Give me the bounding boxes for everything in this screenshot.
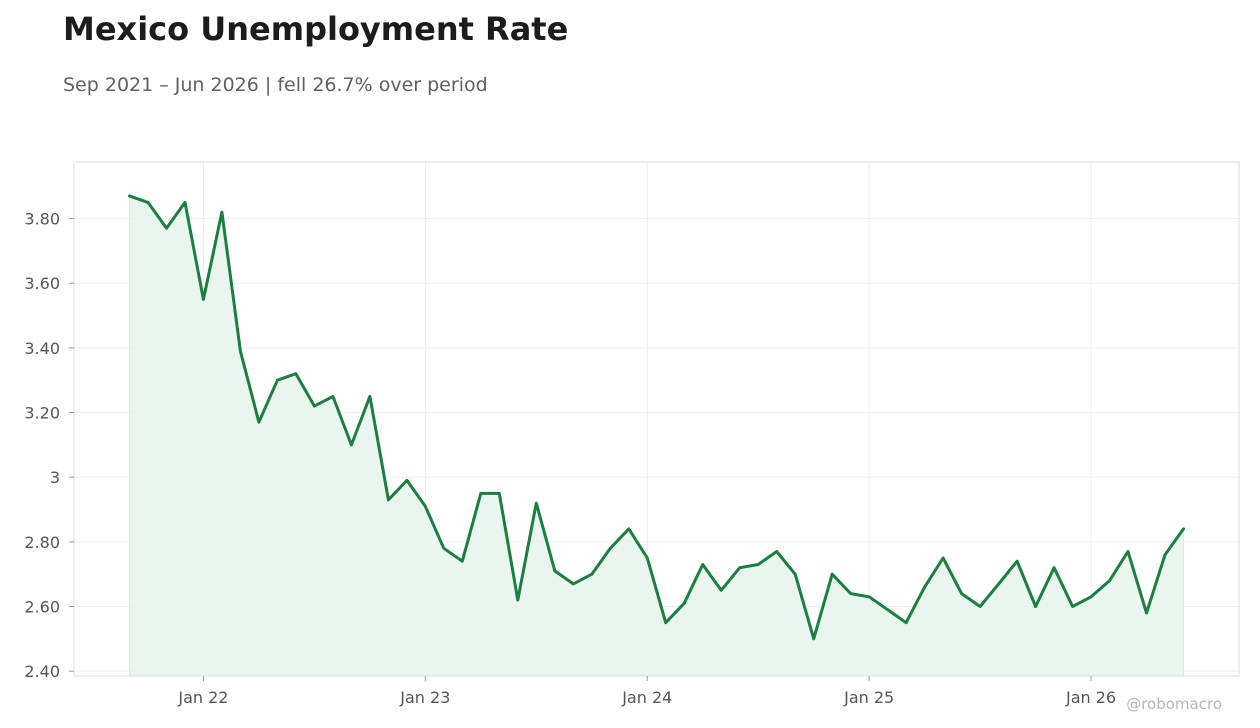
chart-subtitle: Sep 2021 – Jun 2026 | fell 26.7% over pe… — [63, 74, 488, 96]
x-tick-label: Jan 22 — [177, 688, 228, 707]
y-axis: 2.40 2.60 2.80 3 3.20 3.40 3.60 3.80 — [24, 210, 74, 681]
x-axis: Jan 22 Jan 23 Jan 24 Jan 25 Jan 26 — [177, 676, 1116, 707]
series-line — [128, 194, 1185, 641]
x-tick-label: Jan 24 — [621, 688, 672, 707]
y-tick-label: 3.80 — [24, 210, 60, 229]
x-tick-label: Jan 23 — [399, 688, 450, 707]
y-tick-label: 3.60 — [24, 274, 60, 293]
y-tick-label: 2.60 — [24, 597, 60, 616]
page-title: Mexico Unemployment Rate — [63, 10, 569, 48]
watermark: @robomacro — [1126, 695, 1222, 713]
y-tick-label: 3.20 — [24, 404, 60, 423]
x-tick-label: Jan 26 — [1065, 688, 1116, 707]
y-tick-label: 3 — [50, 468, 60, 487]
plot-frame — [73, 161, 1240, 677]
y-tick-label: 3.40 — [24, 339, 60, 358]
y-tick-label: 2.40 — [24, 662, 60, 681]
y-tick-label: 2.80 — [24, 533, 60, 552]
area-fill — [129, 195, 1184, 676]
x-tick-label: Jan 25 — [843, 688, 894, 707]
